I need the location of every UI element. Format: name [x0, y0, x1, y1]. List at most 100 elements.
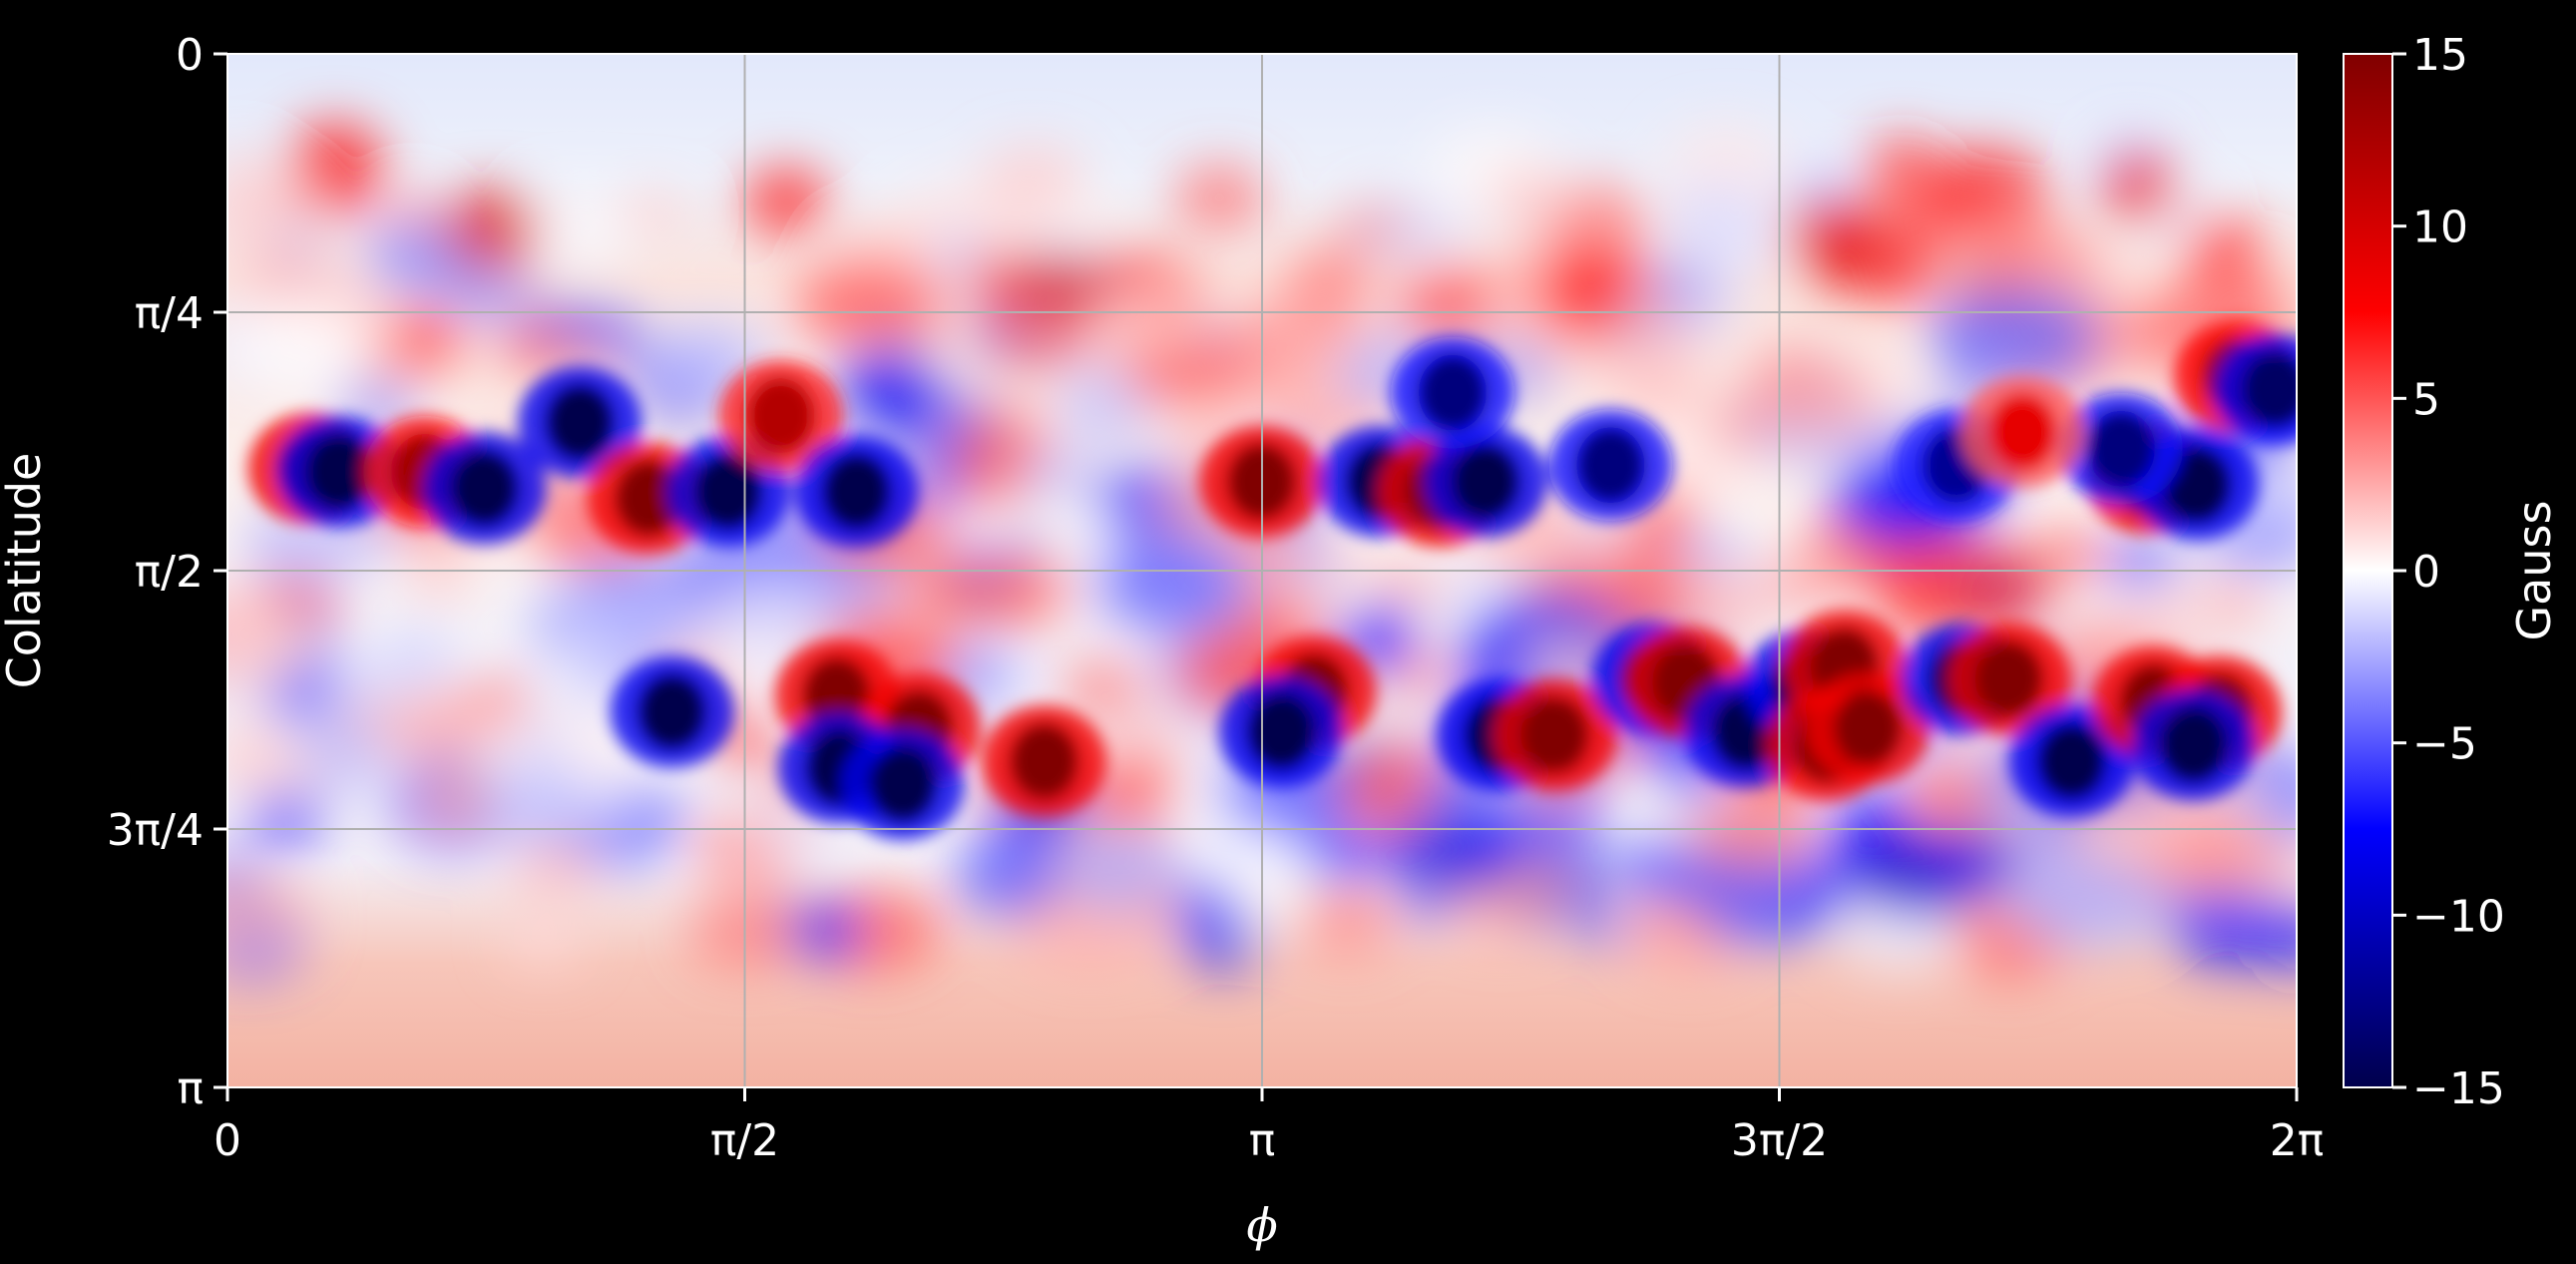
field-texture — [566, 629, 620, 678]
field-texture — [245, 792, 326, 846]
field-texture — [1487, 171, 1576, 221]
field-texture — [227, 610, 316, 689]
field-texture — [2093, 253, 2138, 291]
field-texture — [2002, 853, 2168, 947]
field-texture — [717, 578, 833, 660]
field-texture — [1754, 550, 1857, 616]
colorbar-ticks: 15 10 5 0 −5 −10 −15 — [2392, 30, 2505, 1114]
field-spot — [2159, 706, 2228, 783]
colorbar-tick-label: 10 — [2412, 203, 2468, 253]
field-texture — [297, 710, 387, 794]
colorbar-label: Gauss — [2507, 501, 2561, 641]
field-spot — [1520, 696, 1589, 773]
field-texture — [1174, 165, 1264, 229]
x-tick-label: 2π — [2270, 1115, 2324, 1166]
field-texture — [1137, 881, 1182, 922]
field-texture — [1016, 251, 1106, 314]
field-texture — [1095, 759, 1178, 823]
field-texture — [835, 347, 946, 440]
y-axis: 0 π/4 π/2 3π/4 π — [107, 30, 227, 1114]
field-texture — [884, 627, 937, 669]
field-texture — [231, 304, 378, 392]
field-texture — [1042, 200, 1118, 261]
heatmap-spots — [247, 320, 2297, 841]
colorbar-tick-label: 5 — [2412, 374, 2440, 425]
field-texture — [1285, 549, 1337, 589]
field-texture — [396, 307, 458, 369]
field-spot — [1576, 427, 1645, 504]
field-spot — [305, 433, 374, 510]
field-texture — [1013, 449, 1098, 499]
y-tick-label: 3π/4 — [107, 805, 204, 856]
field-texture — [510, 835, 599, 892]
colorbar-tick-label: 0 — [2412, 547, 2440, 598]
field-texture — [380, 626, 453, 693]
field-texture — [1298, 828, 1384, 881]
x-tick-label: 0 — [214, 1115, 241, 1166]
field-texture — [2200, 579, 2265, 633]
field-texture — [1120, 336, 1245, 408]
field-texture — [2171, 887, 2285, 966]
field-texture — [1389, 650, 1453, 698]
field-spot — [746, 377, 815, 454]
field-texture — [1610, 838, 1713, 897]
field-texture — [1685, 272, 1744, 323]
field-texture — [1927, 287, 2101, 389]
field-texture — [1866, 137, 1938, 202]
field-texture — [1785, 205, 1885, 283]
field-texture — [522, 189, 639, 269]
field-texture — [1635, 901, 1721, 950]
field-texture — [1901, 762, 1980, 825]
x-tick-label: π/2 — [710, 1115, 779, 1166]
field-spot — [822, 453, 891, 530]
field-texture — [1236, 292, 1369, 371]
field-texture — [1711, 413, 1750, 451]
y-tick-label: π — [178, 1063, 205, 1114]
field-texture — [2186, 215, 2259, 278]
field-texture — [980, 146, 1086, 211]
field-texture — [2028, 528, 2107, 581]
field-texture — [1373, 564, 1446, 607]
x-tick-label: π — [1249, 1115, 1276, 1166]
field-texture — [1088, 533, 1246, 625]
field-spot — [2037, 723, 2106, 800]
field-texture — [1297, 889, 1396, 956]
field-spot — [1833, 690, 1902, 767]
field-texture — [2162, 803, 2265, 896]
field-spot — [868, 746, 937, 823]
field-texture — [1587, 909, 1631, 946]
field-texture — [285, 123, 385, 218]
colorbar-gradient — [2343, 53, 2393, 1088]
x-axis-label: ϕ — [1246, 1198, 1277, 1252]
field-texture — [2105, 537, 2180, 588]
field-texture — [2139, 586, 2199, 635]
field-texture — [1686, 796, 1817, 873]
field-texture — [1460, 826, 1525, 865]
colorbar: 15 10 5 0 −5 −10 −15 Gauss — [2343, 30, 2561, 1114]
field-texture — [2103, 153, 2176, 223]
field-texture — [441, 187, 541, 272]
field-texture — [618, 192, 687, 232]
field-spot — [1451, 443, 1519, 520]
field-spot — [1418, 354, 1487, 431]
field-texture — [1060, 658, 1144, 722]
field-texture — [1096, 250, 1162, 288]
colorbar-tick-label: −15 — [2412, 1063, 2505, 1114]
field-spot — [638, 673, 706, 750]
field-texture — [1168, 875, 1239, 943]
field-spot — [546, 384, 615, 461]
x-tick-label: 3π/2 — [1731, 1115, 1828, 1166]
field-texture — [797, 260, 944, 345]
colorbar-tick-label: −5 — [2412, 719, 2477, 770]
field-texture — [1650, 800, 1692, 838]
colorbar-tick-label: 15 — [2412, 30, 2468, 81]
field-texture — [1122, 717, 1181, 772]
field-texture — [227, 176, 312, 259]
y-tick-label: 0 — [176, 30, 204, 81]
field-texture — [405, 552, 476, 597]
field-spot — [1010, 723, 1078, 800]
field-texture — [1844, 783, 1905, 836]
y-axis-label: Colatitude — [0, 453, 51, 689]
field-texture — [909, 559, 977, 626]
